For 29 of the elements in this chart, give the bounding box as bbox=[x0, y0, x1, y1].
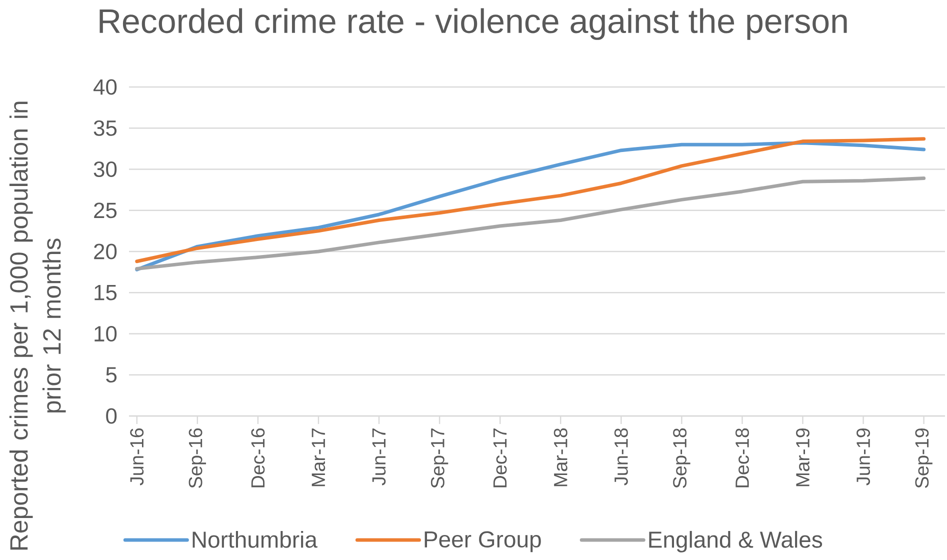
x-tick-label: Dec-17 bbox=[493, 428, 507, 488]
line-series bbox=[135, 176, 926, 271]
x-tick-label: Jun-16 bbox=[130, 428, 144, 486]
x-tick-label: Dec-16 bbox=[251, 428, 265, 488]
legend-label: Northumbria bbox=[192, 530, 318, 548]
y-tick-label: 35 bbox=[94, 120, 117, 136]
x-tick-label: Sep-19 bbox=[915, 428, 932, 488]
y-tick-label: 40 bbox=[94, 79, 117, 95]
y-tick-label: 0 bbox=[106, 408, 117, 424]
x-tick-label: Jun-17 bbox=[372, 428, 386, 486]
x-tick-label: Jun-18 bbox=[614, 428, 628, 486]
chart-title: Recorded crime rate - violence against the person bbox=[100, 8, 847, 40]
y-tick-label: 30 bbox=[94, 161, 117, 178]
x-tick-label: Sep-16 bbox=[188, 428, 206, 488]
x-tick-label: Mar-18 bbox=[554, 428, 568, 486]
y-tick-label: 25 bbox=[94, 202, 117, 218]
x-tick-label: Dec-18 bbox=[735, 428, 749, 488]
x-tick-label: Sep-17 bbox=[430, 428, 448, 488]
y-axis-title: Reported crimes per 1,000 population in prior 12 months bbox=[9, 102, 66, 550]
x-tick-label: Sep-18 bbox=[673, 428, 690, 488]
legend-label: Peer Group bbox=[424, 531, 541, 552]
y-tick-label: 20 bbox=[94, 244, 117, 260]
x-tick-label: Jun-19 bbox=[856, 428, 870, 486]
legend-label: England & Wales bbox=[649, 530, 822, 552]
y-tick-label: 15 bbox=[94, 284, 117, 300]
x-tick-label: Mar-17 bbox=[312, 428, 326, 486]
y-tick-label: 10 bbox=[94, 326, 117, 342]
x-tick-label: Mar-19 bbox=[796, 428, 810, 486]
y-tick-label: 5 bbox=[106, 367, 117, 383]
